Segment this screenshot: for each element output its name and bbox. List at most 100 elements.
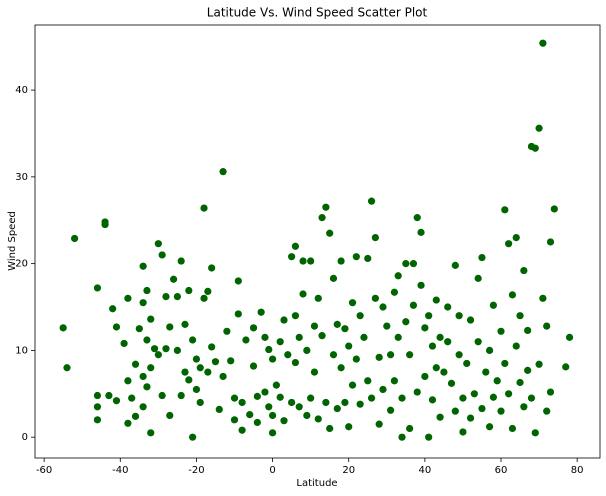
point	[383, 322, 391, 330]
point	[93, 391, 102, 400]
y-tick-label: 0	[22, 432, 28, 443]
point	[394, 333, 402, 341]
point	[466, 316, 475, 324]
point	[386, 406, 395, 414]
point	[444, 303, 452, 311]
y-tick-label: 20	[15, 259, 28, 270]
point	[200, 204, 208, 212]
point	[341, 325, 349, 333]
point	[59, 324, 67, 332]
point	[428, 396, 437, 404]
point	[211, 358, 220, 366]
point	[474, 338, 482, 346]
point	[185, 376, 193, 384]
point	[291, 358, 300, 367]
point	[367, 197, 376, 205]
point	[390, 288, 399, 296]
point	[508, 424, 517, 433]
point	[268, 411, 277, 420]
point	[177, 257, 185, 265]
point	[299, 257, 307, 265]
x-tick-label: -20	[188, 465, 204, 476]
point	[234, 310, 242, 318]
point	[432, 364, 440, 372]
point	[177, 391, 185, 400]
point	[242, 336, 250, 344]
point	[505, 240, 513, 248]
point	[466, 414, 475, 422]
point	[215, 405, 223, 414]
point	[128, 394, 136, 402]
point	[158, 251, 166, 259]
x-axis-label: Latitude	[296, 478, 337, 489]
point	[154, 240, 162, 248]
point	[463, 359, 471, 368]
point	[307, 257, 315, 265]
point	[322, 398, 330, 407]
point	[112, 323, 121, 331]
point	[303, 346, 311, 355]
point	[249, 362, 258, 370]
point	[352, 355, 360, 363]
point	[162, 345, 170, 353]
x-tick-label: -60	[36, 465, 52, 476]
point	[314, 415, 322, 423]
point	[371, 294, 379, 302]
point	[124, 294, 132, 302]
point	[181, 368, 189, 376]
point	[379, 385, 387, 394]
point	[295, 403, 303, 411]
point	[120, 339, 128, 348]
point	[352, 253, 360, 261]
point	[478, 253, 486, 262]
point	[459, 394, 467, 402]
point	[501, 206, 509, 214]
point	[550, 205, 558, 213]
point	[375, 420, 383, 428]
point	[268, 429, 277, 437]
point	[139, 372, 147, 381]
point	[204, 287, 212, 295]
point	[284, 351, 292, 359]
point	[143, 286, 151, 295]
point	[421, 372, 429, 381]
point	[489, 393, 497, 401]
y-axis-label: Wind Speed	[7, 211, 18, 271]
point	[497, 327, 505, 335]
point	[402, 260, 410, 268]
point	[524, 366, 532, 374]
point	[322, 203, 330, 211]
point	[470, 390, 478, 398]
point	[440, 368, 448, 376]
point	[524, 326, 532, 335]
point	[139, 262, 147, 270]
point	[447, 379, 456, 387]
point	[265, 403, 273, 411]
point	[310, 368, 319, 376]
point	[169, 275, 178, 283]
point	[497, 407, 505, 415]
point	[303, 411, 311, 420]
point	[189, 433, 197, 441]
point	[166, 323, 174, 331]
point	[535, 124, 543, 132]
point	[189, 336, 197, 344]
point	[192, 355, 201, 363]
point	[253, 418, 261, 427]
point	[219, 372, 227, 381]
point	[341, 398, 349, 407]
point	[318, 332, 326, 340]
point	[238, 398, 246, 407]
point	[329, 351, 338, 359]
point	[546, 238, 555, 246]
point	[398, 394, 406, 402]
point	[512, 342, 520, 350]
point	[93, 284, 102, 292]
point	[516, 378, 524, 387]
point	[307, 394, 315, 402]
point	[485, 423, 494, 431]
point	[280, 316, 288, 324]
point	[425, 433, 433, 441]
point	[192, 385, 201, 394]
